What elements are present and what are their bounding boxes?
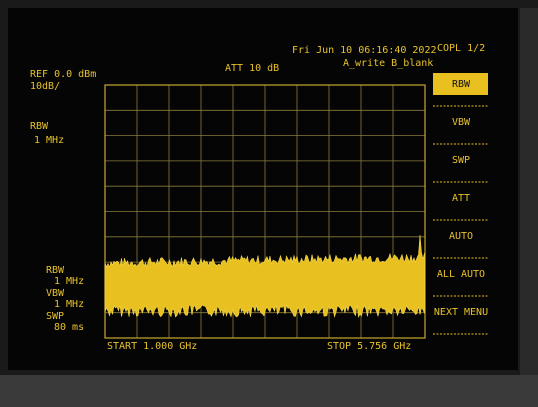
setting-label: SWP <box>46 311 64 322</box>
start-freq: START 1.000 GHz <box>107 341 197 352</box>
rbw-label: RBW <box>30 121 49 132</box>
setting-value: 1 MHz <box>54 299 84 310</box>
stop-freq: STOP 5.756 GHz <box>327 341 411 352</box>
menu-button[interactable]: ALL AUTO <box>437 269 485 280</box>
bezel-side <box>520 8 538 375</box>
ref-level: REF 0.0 dBm <box>30 69 96 80</box>
menu-button[interactable]: SWP <box>452 155 470 166</box>
rbw-value: 1 MHz <box>34 135 64 146</box>
bezel <box>0 375 538 407</box>
setting-value: 80 ms <box>54 322 84 333</box>
setting-label: VBW <box>46 288 65 299</box>
trace-mode: A_write B_blank <box>343 58 433 69</box>
menu-button[interactable]: ATT <box>452 193 470 204</box>
menu-button[interactable]: NEXT MENU <box>434 307 488 318</box>
datetime: Fri Jun 10 06:16:40 2022 <box>292 45 437 56</box>
scale: 10dB/ <box>30 81 60 92</box>
menu-button[interactable]: RBW <box>452 79 471 90</box>
page-indicator: COPL 1/2 <box>437 43 485 54</box>
analyzer-screen: Fri Jun 10 06:16:40 2022 COPL 1/2 REF 0.… <box>0 0 538 407</box>
setting-label: RBW <box>46 265 65 276</box>
setting-value: 1 MHz <box>54 276 84 287</box>
menu-button[interactable]: AUTO <box>449 231 473 242</box>
attenuation: ATT 10 dB <box>225 63 279 74</box>
menu-button[interactable]: VBW <box>452 117 471 128</box>
